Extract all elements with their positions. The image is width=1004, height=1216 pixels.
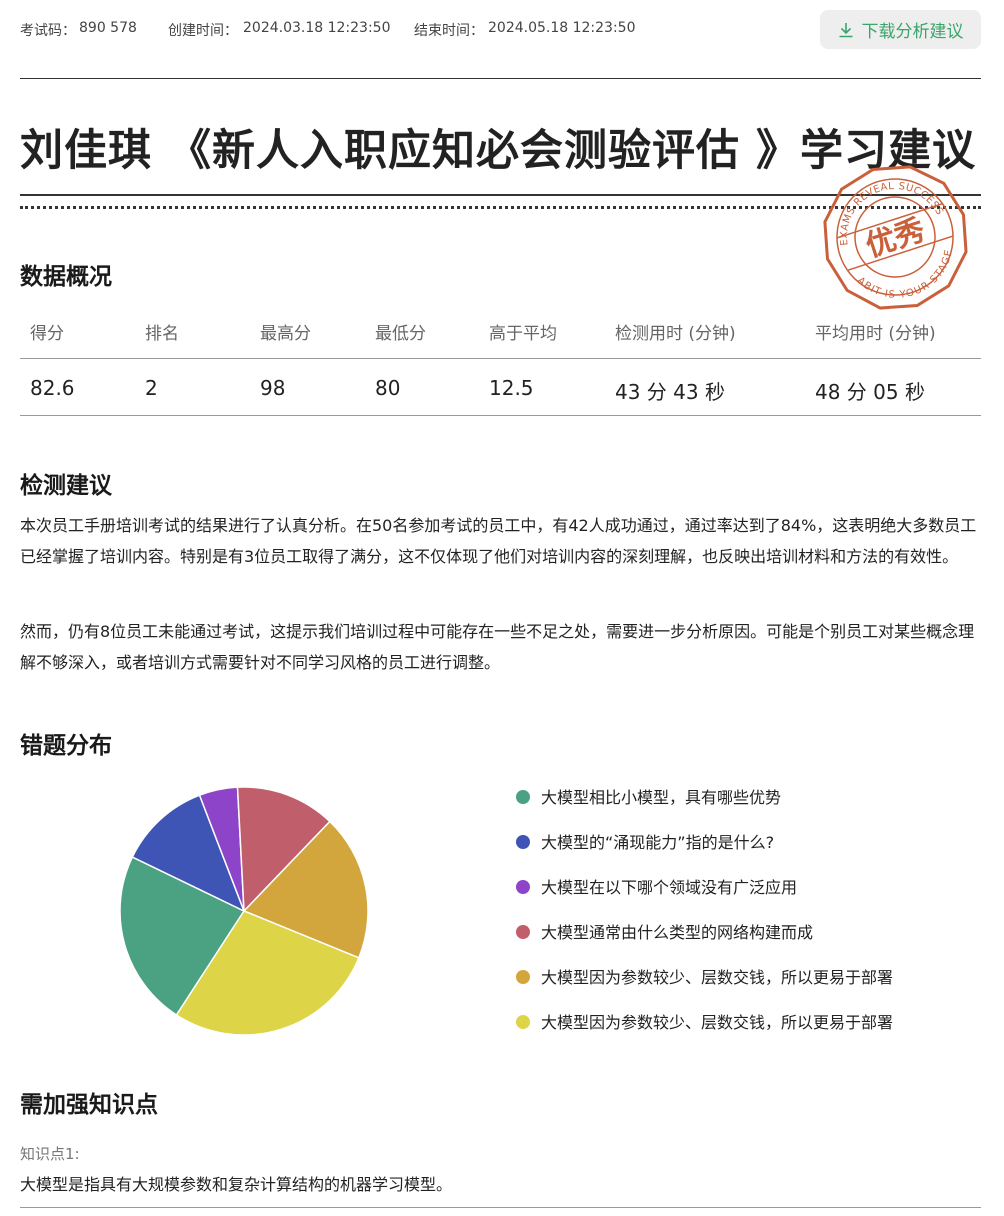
dotted-divider	[20, 206, 981, 209]
divider	[20, 194, 981, 196]
table-header: 高于平均	[489, 324, 557, 344]
table-divider	[20, 358, 981, 359]
table-header: 最高分	[260, 324, 311, 344]
paragraph: 本次员工手册培训考试的结果进行了认真分析。在50名参加考试的员工中，有42人成功…	[20, 516, 977, 566]
pie-slice	[131, 794, 246, 913]
page-title: 刘佳琪 《新人入职应知必会测验评估 》学习建议	[20, 126, 976, 176]
pie-slice	[242, 820, 369, 959]
legend-label: 大模型通常由什么类型的网络构建而成	[541, 923, 813, 942]
download-button[interactable]: 下载分析建议	[820, 10, 981, 49]
legend-label: 大模型因为参数较少、层数交钱，所以更易于部署	[541, 1013, 893, 1032]
created-label: 创建时间：	[168, 23, 238, 39]
table-divider	[20, 415, 981, 416]
table-cell: 82.6	[30, 376, 75, 400]
section-heading: 需加强知识点	[20, 1092, 158, 1118]
legend-swatch	[516, 790, 530, 804]
table-cell: 98	[260, 376, 286, 400]
table-header: 最低分	[375, 324, 426, 344]
pie-slice	[236, 786, 331, 913]
legend-label: 大模型因为参数较少、层数交钱，所以更易于部署	[541, 968, 893, 987]
chart-title: 错题分布	[20, 733, 112, 759]
created-time: 2024.03.18 12:23:50	[243, 20, 391, 36]
table-cell: 12.5	[489, 376, 534, 400]
table-cell: 2	[145, 376, 158, 400]
exam-code-label: 考试码：	[20, 23, 76, 39]
table-header: 平均用时 (分钟)	[815, 324, 936, 344]
legend-swatch	[516, 835, 530, 849]
legend-label: 大模型相比小模型，具有哪些优势	[541, 788, 781, 807]
knowledge-label: 知识点1:	[20, 1145, 80, 1163]
legend-swatch	[516, 880, 530, 894]
download-icon	[839, 22, 852, 37]
table-cell: 43 分 43 秒	[615, 380, 725, 404]
stamp-center: 优秀	[862, 213, 930, 265]
legend-label: 大模型的“涌现能力”指的是什么?	[541, 833, 774, 852]
table-header: 检测用时 (分钟)	[615, 324, 736, 344]
table-cell: 48 分 05 秒	[815, 380, 925, 404]
exam-code: 890 578	[79, 20, 137, 36]
end-label: 结束时间：	[414, 23, 484, 39]
pie-slice	[175, 910, 360, 1036]
paragraph: 然而，仍有8位员工未能通过考试，这提示我们培训过程中可能存在一些不足之处，需要进…	[20, 622, 975, 672]
section-heading: 数据概况	[20, 264, 112, 290]
legend-swatch	[516, 1015, 530, 1029]
end-time: 2024.05.18 12:23:50	[488, 20, 636, 36]
download-label: 下载分析建议	[861, 22, 964, 42]
table-header: 排名	[145, 324, 179, 344]
divider	[20, 1207, 981, 1208]
table-cell: 80	[375, 376, 401, 400]
stamp: EXAMS REVEAL SUCCESS ABIT IS YOUR STAGE …	[823, 165, 968, 315]
table-header: 得分	[30, 324, 64, 344]
divider	[20, 78, 981, 79]
section-heading: 检测建议	[20, 473, 112, 499]
legend-label: 大模型在以下哪个领域没有广泛应用	[541, 878, 797, 897]
knowledge-text: 大模型是指具有大规模参数和复杂计算结构的机器学习模型。	[20, 1175, 453, 1194]
legend-swatch	[516, 925, 530, 939]
legend-swatch	[516, 970, 530, 984]
